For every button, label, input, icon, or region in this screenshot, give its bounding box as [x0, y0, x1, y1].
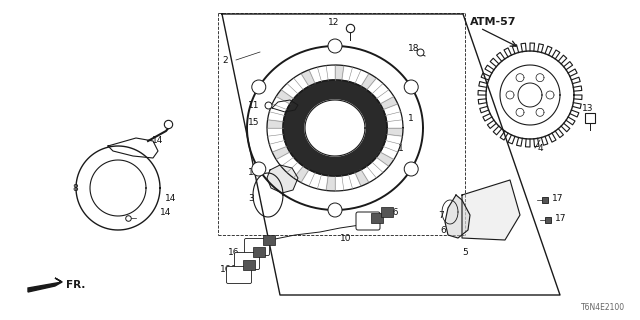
- FancyBboxPatch shape: [234, 252, 259, 269]
- Polygon shape: [462, 180, 520, 240]
- Text: 15: 15: [248, 167, 259, 177]
- Text: 6: 6: [440, 226, 445, 235]
- FancyBboxPatch shape: [244, 238, 269, 255]
- Polygon shape: [387, 128, 403, 136]
- Text: 12: 12: [328, 18, 339, 27]
- Text: ATM-57: ATM-57: [470, 17, 516, 27]
- Text: T6N4E2100: T6N4E2100: [581, 303, 625, 313]
- Circle shape: [404, 162, 418, 176]
- Text: 13: 13: [582, 103, 593, 113]
- FancyBboxPatch shape: [356, 212, 380, 230]
- Polygon shape: [500, 65, 560, 125]
- Text: 8: 8: [72, 183, 77, 193]
- Polygon shape: [294, 166, 309, 182]
- Text: 14: 14: [152, 135, 163, 145]
- Polygon shape: [361, 74, 376, 90]
- Polygon shape: [267, 165, 298, 193]
- Text: 14: 14: [160, 207, 172, 217]
- Text: 15: 15: [248, 117, 259, 126]
- FancyBboxPatch shape: [227, 267, 252, 284]
- Circle shape: [328, 39, 342, 53]
- Text: 17: 17: [555, 213, 566, 222]
- Circle shape: [328, 203, 342, 217]
- Text: 4: 4: [538, 143, 543, 153]
- Polygon shape: [326, 176, 335, 191]
- Text: 18: 18: [408, 44, 419, 52]
- Text: 3: 3: [248, 194, 253, 203]
- FancyBboxPatch shape: [381, 207, 393, 217]
- Text: 2: 2: [222, 55, 228, 65]
- FancyBboxPatch shape: [243, 260, 255, 270]
- Text: 17: 17: [552, 194, 563, 203]
- Polygon shape: [445, 195, 470, 238]
- Text: 7: 7: [438, 211, 444, 220]
- Polygon shape: [301, 70, 315, 86]
- Text: 10: 10: [340, 234, 351, 243]
- Text: 1: 1: [398, 143, 404, 153]
- Text: 16: 16: [220, 266, 232, 275]
- Polygon shape: [376, 152, 394, 166]
- Polygon shape: [267, 120, 284, 128]
- Polygon shape: [305, 100, 365, 156]
- Circle shape: [252, 80, 266, 94]
- Polygon shape: [28, 278, 62, 292]
- Circle shape: [404, 80, 418, 94]
- FancyBboxPatch shape: [253, 247, 265, 257]
- Polygon shape: [355, 170, 369, 186]
- Text: FR.: FR.: [66, 280, 85, 290]
- Text: 16: 16: [228, 247, 239, 257]
- Text: 16: 16: [388, 207, 399, 217]
- FancyBboxPatch shape: [371, 213, 383, 223]
- FancyBboxPatch shape: [263, 235, 275, 245]
- Text: 9: 9: [230, 266, 236, 275]
- Text: 14: 14: [165, 194, 177, 203]
- Polygon shape: [283, 80, 387, 176]
- Polygon shape: [335, 65, 344, 80]
- Circle shape: [252, 162, 266, 176]
- Polygon shape: [380, 97, 398, 110]
- Text: 11: 11: [248, 100, 259, 109]
- Polygon shape: [272, 146, 290, 159]
- Text: 1: 1: [408, 114, 413, 123]
- Polygon shape: [276, 90, 294, 104]
- Text: 5: 5: [462, 247, 468, 257]
